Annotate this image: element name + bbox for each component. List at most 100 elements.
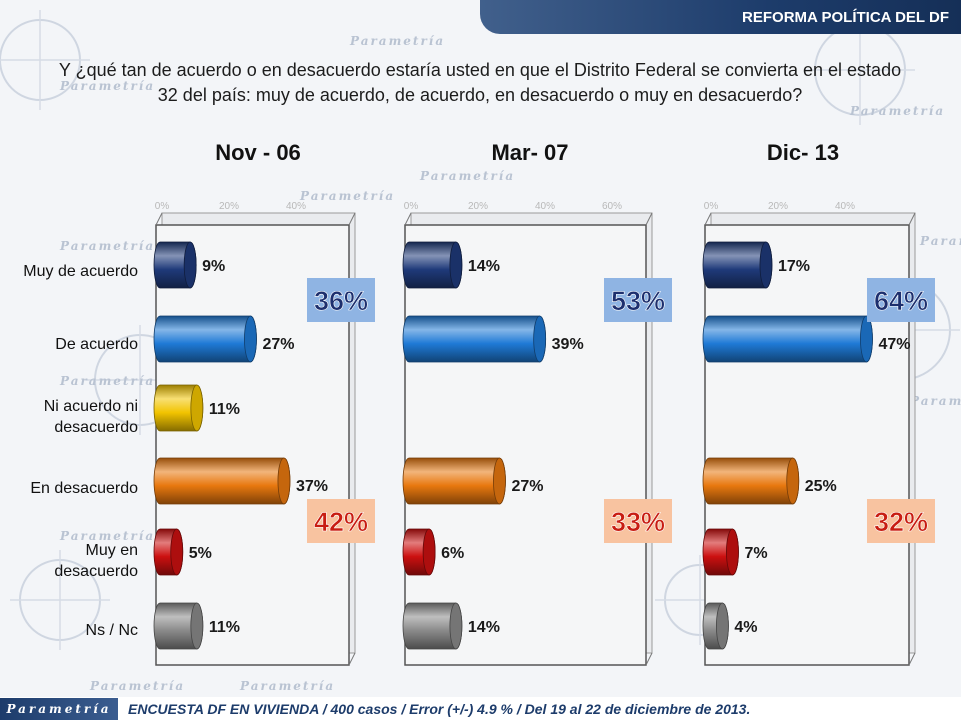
header-banner: REFORMA POLÍTICA DEL DF — [480, 0, 961, 34]
footer-logo: Parametría — [0, 698, 118, 720]
category-label-en-desacuerdo: En desacuerdo — [30, 480, 138, 497]
chart-panel-1: 0% 20% 40% 9% 27% 11% 37% 5% 11% 36% 42% — [153, 201, 375, 666]
bar-cap — [860, 315, 873, 363]
axis-tick-label: 40% — [535, 201, 555, 212]
category-label-muy-de-acuerdo: Muy de acuerdo — [23, 263, 138, 280]
data-label: 4% — [734, 619, 757, 636]
agree-total-label: 64% — [874, 286, 928, 316]
bar-2-4 — [402, 457, 506, 505]
axis-tick-label: 40% — [286, 201, 306, 212]
chart-panel-2: 0% 20% 40% 60% 14% 39% 27% 6% 14% 53% 33% — [402, 201, 672, 666]
bar-3-4 — [702, 457, 800, 505]
data-label: 47% — [878, 336, 910, 353]
watermark-text: Parametría — [919, 234, 961, 248]
disagree-total-box — [604, 499, 672, 543]
bar-1-4 — [153, 457, 291, 505]
axis-tick-label: 20% — [768, 201, 788, 212]
disagree-total-box — [307, 499, 375, 543]
watermark-text: Parametría — [59, 239, 155, 253]
bar-cap — [726, 528, 739, 576]
bar-cap — [190, 384, 204, 432]
bar-cap — [493, 457, 506, 505]
panel-title-2: Mar- 07 — [491, 140, 569, 165]
bar-cap — [759, 241, 773, 289]
bar-cap — [244, 315, 257, 363]
watermark-text: Parametría — [419, 169, 515, 183]
data-label: 7% — [744, 545, 767, 562]
panel-title-3: Dic- 13 — [766, 140, 840, 165]
data-label: 9% — [202, 258, 225, 275]
bar-cap — [533, 315, 547, 363]
watermark-text: Parametría — [849, 104, 945, 118]
agree-total-label: 36% — [314, 286, 368, 316]
chart-panel-3: 0% 20% 40% 17% 47% 25% 7% 4% 64% 32% — [702, 201, 935, 666]
watermark-text: Parametría — [299, 189, 395, 203]
header-title: REFORMA POLÍTICA DEL DF — [742, 8, 949, 26]
panel-edge — [645, 652, 653, 666]
bar-cap — [277, 457, 291, 505]
panel-edge — [155, 212, 163, 226]
footer-bar — [0, 697, 961, 721]
bar-cap — [183, 241, 197, 289]
data-label: 27% — [511, 478, 543, 495]
bar-cap — [786, 457, 800, 505]
panel-edge — [348, 212, 356, 226]
data-label: 27% — [262, 336, 294, 353]
disagree-total-label: 42% — [314, 507, 368, 537]
bar-cap — [190, 602, 204, 650]
panel-edge — [348, 652, 356, 666]
watermark-text: Parametría — [59, 529, 155, 543]
panel-edge — [908, 652, 916, 666]
bar-cap — [170, 528, 184, 576]
bar-1-2 — [153, 315, 257, 363]
axis-tick-label: 20% — [468, 201, 488, 212]
category-label-muy-en-desacuerdo: Muy en desacuerdo — [54, 542, 138, 580]
bar-cap — [716, 602, 729, 650]
panel-edge — [645, 212, 653, 226]
bar-cap — [422, 528, 436, 576]
axis-tick-label: 20% — [219, 201, 239, 212]
watermark-text: Parametría — [909, 394, 961, 408]
question-text: Y ¿qué tan de acuerdo o en desacuerdo es… — [58, 60, 902, 105]
bar-cap — [449, 602, 463, 650]
agree-total-box — [307, 278, 375, 322]
data-label: 11% — [209, 619, 240, 636]
disagree-total-label: 33% — [611, 507, 665, 537]
agree-total-box — [867, 278, 935, 322]
watermark-text: Parametría — [59, 79, 155, 93]
axis-tick-label: 60% — [602, 201, 622, 212]
category-label-ni-acuerdo: Ni acuerdo ni desacuerdo — [43, 398, 138, 436]
bar-3-2 — [702, 315, 873, 363]
data-label: 37% — [296, 478, 328, 495]
watermark-text: Parametría — [59, 374, 155, 388]
watermark-text: Parametría — [239, 679, 335, 693]
agree-total-label: 53% — [611, 286, 665, 316]
panel-title-1: Nov - 06 — [215, 140, 301, 165]
disagree-total-label: 32% — [874, 507, 928, 537]
disagree-total-box — [867, 499, 935, 543]
data-label: 6% — [441, 545, 464, 562]
axis-tick-label: 0% — [704, 201, 719, 212]
data-label: 39% — [552, 336, 584, 353]
data-label: 14% — [468, 258, 500, 275]
data-label: 14% — [468, 619, 500, 636]
watermark-text: Parametría — [89, 679, 185, 693]
data-label: 11% — [209, 401, 240, 418]
agree-total-box — [604, 278, 672, 322]
axis-tick-label: 0% — [155, 201, 170, 212]
category-label-de-acuerdo: De acuerdo — [55, 336, 138, 353]
data-label: 5% — [189, 545, 212, 562]
data-label: 25% — [805, 478, 837, 495]
bar-2-2 — [402, 315, 547, 363]
footer-text: ENCUESTA DF EN VIVIENDA / 400 casos / Er… — [128, 701, 751, 717]
panel-edge — [704, 212, 712, 226]
panel-edge — [404, 212, 412, 226]
axis-tick-label: 40% — [835, 201, 855, 212]
watermark-text: Parametría — [349, 34, 445, 48]
data-label: 17% — [778, 258, 810, 275]
bar-cap — [449, 241, 463, 289]
axis-tick-label: 0% — [404, 201, 419, 212]
panel-edge — [908, 212, 916, 226]
category-label-ns-nc: Ns / Nc — [85, 622, 138, 639]
